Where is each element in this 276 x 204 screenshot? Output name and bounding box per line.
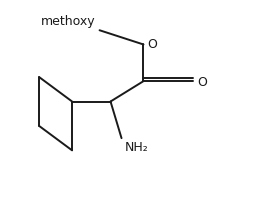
Text: methoxy: methoxy xyxy=(41,15,95,28)
Text: O: O xyxy=(197,75,207,88)
Text: NH₂: NH₂ xyxy=(125,141,148,153)
Text: O: O xyxy=(147,38,157,51)
